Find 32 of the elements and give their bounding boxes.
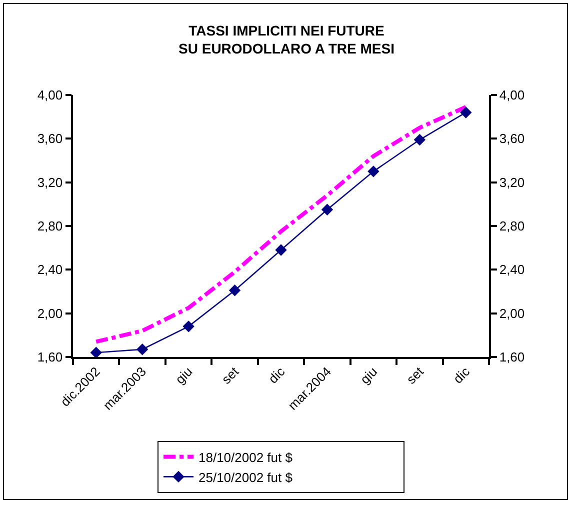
- y-tick-label: 2,40: [37, 262, 63, 278]
- x-tick-label: dic: [265, 364, 288, 386]
- x-tick-label: giu: [172, 364, 196, 387]
- y-tick-label: 3,20: [37, 174, 63, 190]
- x-tick-label: giu: [357, 364, 380, 387]
- point: [414, 134, 426, 146]
- legend-label: 18/10/2002 fut $: [198, 450, 294, 465]
- y-tick-label: 4,00: [37, 88, 63, 103]
- point: [321, 204, 334, 216]
- x-tick-label: set: [404, 364, 427, 387]
- y-tick-label: 2,00: [37, 306, 63, 321]
- y2-tick-label: 2,80: [499, 218, 525, 234]
- point: [90, 346, 102, 358]
- y2-tick-label: 2,40: [499, 262, 525, 278]
- y2-tick-label: 1,60: [499, 350, 525, 365]
- x-tick-label: dic: [450, 364, 473, 386]
- y-tick-label: 1,60: [37, 350, 63, 365]
- y2-tick-label: 3,20: [499, 174, 525, 190]
- y2-tick-label: 4,00: [499, 88, 525, 103]
- legend-label: 25/10/2002 fut $: [198, 470, 294, 485]
- x-tick-label: set: [218, 364, 242, 387]
- point: [136, 344, 148, 356]
- point: [275, 244, 287, 256]
- point: [182, 320, 194, 332]
- point: [228, 284, 241, 296]
- y-tick-label: 3,60: [37, 131, 63, 146]
- y2-tick-label: 3,60: [499, 131, 525, 146]
- point: [460, 106, 472, 118]
- chart-title: TASSI IMPLICITI NEI FUTURE SU EURODOLLARO A TRE MESI: [178, 22, 394, 57]
- y-tick-label: 2,80: [37, 218, 63, 234]
- y2-tick-label: 2,00: [499, 306, 525, 321]
- point: [368, 166, 380, 178]
